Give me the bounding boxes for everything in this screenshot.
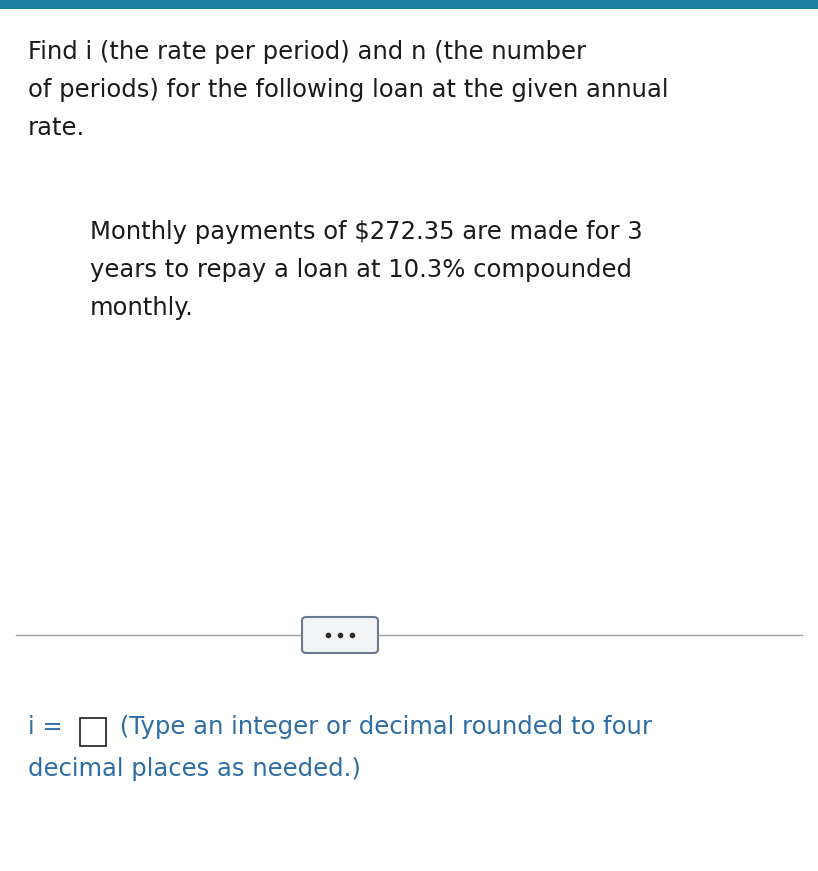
Bar — [80, 718, 106, 746]
Bar — [0, 0, 818, 9]
Text: rate.: rate. — [28, 116, 85, 140]
Text: decimal places as needed.): decimal places as needed.) — [28, 757, 361, 781]
Text: of periods) for the following loan at the given annual: of periods) for the following loan at th… — [28, 78, 668, 102]
Text: monthly.: monthly. — [90, 296, 194, 320]
FancyBboxPatch shape — [302, 617, 378, 653]
Text: years to repay a loan at 10.3% compounded: years to repay a loan at 10.3% compounde… — [90, 258, 632, 282]
Text: (Type an integer or decimal rounded to four: (Type an integer or decimal rounded to f… — [112, 715, 652, 739]
Text: i =: i = — [28, 715, 63, 739]
Text: Monthly payments of $272.35 are made for 3: Monthly payments of $272.35 are made for… — [90, 220, 643, 244]
Text: Find i (the rate per period) and n (the number: Find i (the rate per period) and n (the … — [28, 40, 587, 64]
